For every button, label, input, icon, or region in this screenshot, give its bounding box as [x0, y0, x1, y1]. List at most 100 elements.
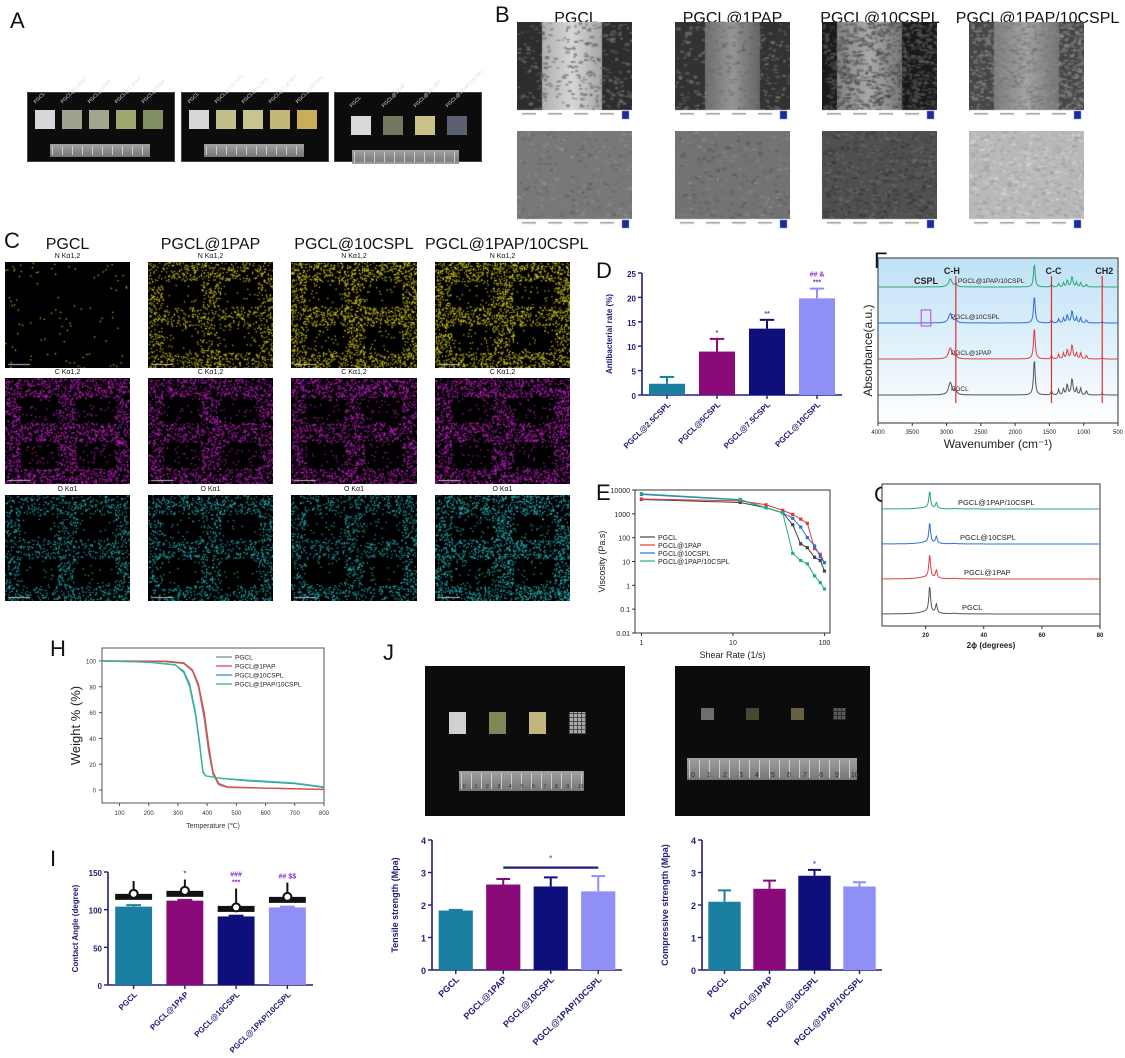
y-axis-label: Weight % (%) — [68, 686, 83, 765]
eds-element-label: O Kα1 — [57, 486, 78, 493]
data-point — [805, 562, 809, 566]
bar — [649, 383, 685, 395]
sample-strip — [791, 708, 804, 720]
x-axis-label: 2ϕ (degrees) — [967, 641, 1016, 650]
significance-marker: * — [549, 854, 553, 864]
significance-marker: *** — [813, 280, 821, 287]
legend-label: PGCL@10CSPL — [658, 551, 710, 558]
series-line — [641, 498, 825, 572]
bar — [843, 886, 876, 970]
x-tick-label: PGCL@1PAP — [728, 974, 775, 1021]
x-tick-label: PGCL — [117, 990, 139, 1012]
ruler-tick-label: 1 — [474, 784, 478, 790]
data-point — [639, 497, 644, 501]
y-tick-label: 100 — [86, 659, 97, 665]
x-tick-label: 2500 — [974, 430, 988, 436]
spectrum-line — [882, 491, 1100, 510]
sem-image-surface — [822, 131, 937, 229]
eds-map-carbon — [148, 378, 273, 484]
eds-element-label: O Kα1 — [344, 486, 364, 493]
data-point — [781, 508, 785, 512]
data-point — [805, 536, 809, 540]
ruler-tick-label: 6 — [532, 784, 535, 790]
x-tick-label: 20 — [922, 633, 929, 639]
ruler-tick-label: 5 — [771, 772, 775, 779]
y-tick-label: 0 — [98, 982, 103, 991]
ruler: 0 1 2 3 4 5 6 7 8 9 10 — [687, 758, 859, 780]
series-line — [101, 660, 325, 791]
y-axis-label: Contact Angle (degree) — [71, 884, 80, 972]
eds-title: PGCL — [45, 236, 90, 253]
significance-marker: ## $$ — [279, 874, 297, 881]
sample-swatch — [189, 110, 209, 129]
sample-swatch — [383, 116, 403, 135]
panel-label-a: A — [10, 8, 25, 33]
data-point — [812, 555, 817, 559]
x-tick-label: 700 — [290, 811, 301, 817]
y-tick-label: 60 — [89, 711, 96, 717]
spectrum-line — [882, 554, 1100, 580]
panel-label-e: E — [596, 480, 611, 505]
annotation-label: C-H — [944, 266, 960, 276]
y-tick-label: 10 — [627, 343, 636, 352]
x-tick-label: 400 — [202, 811, 213, 817]
sample-label: PGCL@1PAP — [86, 78, 113, 105]
x-tick-label: PGCL@1PAP — [462, 974, 509, 1021]
data-point — [764, 506, 768, 510]
eds-element-label: O Kα1 — [492, 486, 513, 493]
eds-element-label: N Kα1,2 — [54, 253, 81, 260]
sample-label: PGCL@0.5PAP — [59, 75, 89, 105]
panel-label-c: C — [4, 228, 20, 253]
y-tick-label: 0 — [632, 392, 637, 401]
sample-swatch — [351, 116, 371, 135]
legend-label: PGCL@10CSPL — [235, 673, 284, 680]
x-tick-label: PGCL@1PAP — [148, 990, 190, 1032]
x-tick-label: 200 — [144, 811, 155, 817]
y-tick-label: 0 — [93, 789, 97, 795]
sample-label: PGCL — [348, 95, 363, 109]
sample-label: PGCL — [32, 91, 47, 105]
bar — [799, 298, 835, 395]
data-point — [639, 492, 644, 496]
sem-image-surface — [517, 131, 632, 229]
ruler-tick-label: 10 — [578, 784, 584, 790]
data-point — [799, 542, 803, 546]
sample-label: PGCL@2PAP — [140, 78, 167, 105]
bar — [753, 888, 786, 970]
x-tick-label: 40 — [980, 633, 987, 639]
sample-swatch — [35, 110, 55, 129]
legend-label: PGCL@1PAP — [658, 543, 702, 550]
antibacterial-rate-chart: 0 5 10 15 20 25 Antibacterial rate (%) PGCL@2.5… — [605, 270, 842, 451]
ruler-tick-label: 2 — [486, 784, 489, 790]
eds-map-carbon — [435, 378, 570, 484]
sample-swatch — [447, 116, 467, 135]
sample-swatch — [116, 110, 136, 129]
sample-strip — [489, 712, 506, 734]
data-point — [822, 560, 827, 565]
y-tick-label: 80 — [89, 685, 96, 691]
eds-element-label: N Kα1,2 — [489, 253, 516, 260]
eds-map-oxygen — [291, 495, 417, 601]
ruler-tick-label: 4 — [509, 784, 512, 790]
sample-swatch — [62, 110, 82, 129]
tga-chart: 0 20 40 60 80 100 100 200 300 400 500 600 700 800 Temp… — [68, 647, 330, 830]
data-point — [738, 497, 742, 502]
bar — [486, 884, 521, 970]
eds-title: PGCL@1PAP/10CSPL — [425, 236, 589, 253]
x-tick-label: PGCL — [705, 974, 730, 999]
eds-map-nitrogen — [435, 262, 570, 368]
legend-label: PGCL@1PAP/10CSPL — [235, 682, 302, 689]
bar — [115, 906, 153, 985]
panel-label-h: H — [50, 636, 66, 661]
series-label: PGCL@10CSPL — [960, 533, 1016, 542]
ruler-tick-label: 10 — [851, 772, 859, 779]
ruler — [204, 144, 304, 157]
y-tick-label: 40 — [89, 737, 96, 743]
data-point — [791, 512, 795, 516]
ruler-tick-label: 6 — [787, 772, 791, 779]
ruler-tick-label: 9 — [835, 772, 839, 779]
bar — [166, 900, 204, 985]
y-tick-label: 2 — [691, 901, 696, 911]
x-tick-label: 1 — [640, 640, 644, 647]
y-tick-label: 3 — [691, 869, 696, 879]
